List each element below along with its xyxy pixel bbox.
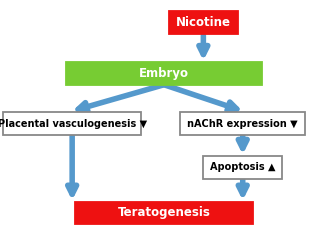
- Text: nAChR expression ▼: nAChR expression ▼: [187, 119, 298, 129]
- Text: Apoptosis ▲: Apoptosis ▲: [210, 162, 276, 172]
- FancyBboxPatch shape: [180, 112, 305, 135]
- Text: Teratogenesis: Teratogenesis: [117, 207, 211, 219]
- Text: Nicotine: Nicotine: [176, 16, 231, 29]
- FancyBboxPatch shape: [203, 156, 282, 179]
- FancyBboxPatch shape: [75, 202, 253, 224]
- FancyBboxPatch shape: [66, 62, 262, 85]
- FancyBboxPatch shape: [169, 11, 238, 34]
- FancyBboxPatch shape: [3, 112, 141, 135]
- Text: Placental vasculogenesis ▼: Placental vasculogenesis ▼: [0, 119, 147, 129]
- Text: Embryo: Embryo: [139, 67, 189, 80]
